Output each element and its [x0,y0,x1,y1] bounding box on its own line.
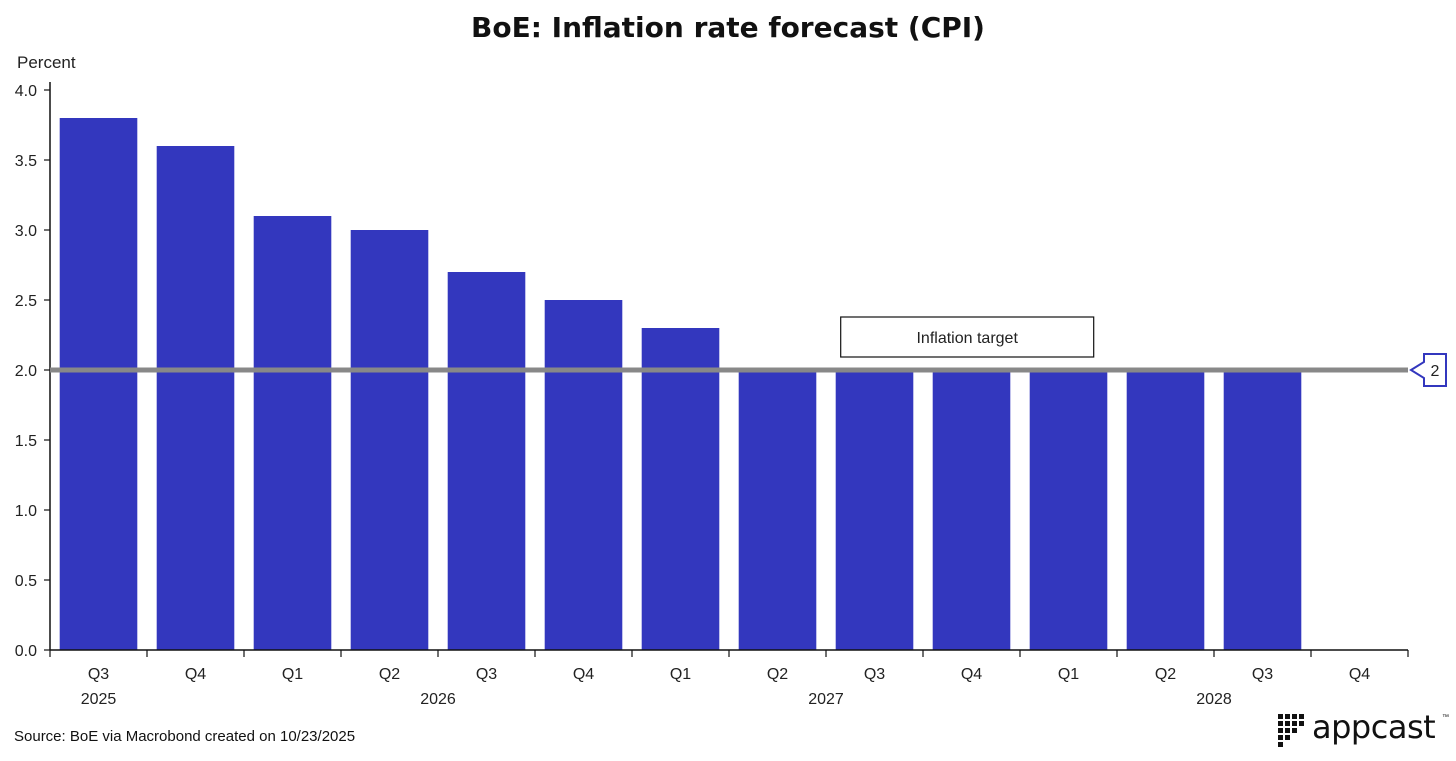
x-tick-label-13: Q4 [1349,666,1370,683]
x-tick-label-10: Q1 [1058,666,1079,683]
x-tick-label-5: Q4 [573,666,594,683]
x-tick-label-1: Q4 [185,666,206,683]
appcast-grid-icon [1278,714,1304,747]
appcast-wordmark: appcast [1312,708,1436,746]
y-tick-label: 1.0 [15,503,37,520]
target-value-tag [1409,353,1447,387]
bar-0 [59,118,138,650]
bar-12 [1223,370,1302,650]
appcast-logo: appcast ™ [1278,708,1449,752]
x-tick-label-6: Q1 [670,666,691,683]
x-year-label: 2027 [808,691,844,708]
y-tick-label: 3.0 [15,223,37,240]
y-tick-label: 4.0 [15,83,37,100]
x-tick-label-0: Q3 [88,666,109,683]
x-tick-label-8: Q3 [864,666,885,683]
x-year-label: 2025 [81,691,117,708]
chart-title: BoE: Inflation rate forecast (CPI) [471,11,985,44]
y-axis-label: Percent [17,53,76,72]
x-year-label: 2028 [1196,691,1232,708]
inflation-target-label: Inflation target [916,330,1018,347]
y-tick-label: 2.0 [15,363,37,380]
bar-5 [544,300,623,650]
bar-4 [447,272,526,650]
x-tick-label-12: Q3 [1252,666,1273,683]
bar-3 [350,230,429,650]
source-note: Source: BoE via Macrobond created on 10/… [14,728,356,745]
x-tick-label-11: Q2 [1155,666,1176,683]
x-tick-label-3: Q2 [379,666,400,683]
y-tick-label: 0.0 [15,643,37,660]
bar-6 [641,328,720,650]
inflation-target-label-box [840,316,1095,358]
target-value-tag-label: 2 [1431,363,1440,380]
bar-7 [738,370,817,650]
x-tick-label-7: Q2 [767,666,788,683]
bar-2 [253,216,332,650]
x-tick-label-9: Q4 [961,666,982,683]
x-tick-label-2: Q1 [282,666,303,683]
bar-11 [1126,370,1205,650]
y-tick-label: 0.5 [15,573,37,590]
y-tick-label: 3.5 [15,153,37,170]
bar-10 [1029,370,1108,650]
trademark-mark: ™ [1442,714,1449,721]
bar-8 [835,370,914,650]
x-year-label: 2026 [420,691,456,708]
y-tick-label: 1.5 [15,433,37,450]
y-tick-label: 2.5 [15,293,37,310]
bar-9 [932,370,1011,650]
bar-1 [156,146,235,650]
x-tick-label-4: Q3 [476,666,497,683]
